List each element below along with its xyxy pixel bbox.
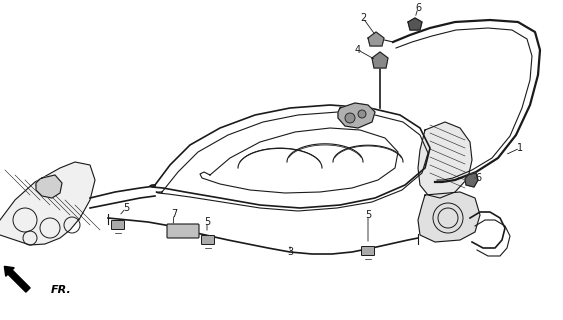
Text: 5: 5	[365, 210, 371, 220]
Text: 6: 6	[475, 173, 481, 183]
Polygon shape	[338, 103, 375, 128]
Text: 5: 5	[204, 217, 210, 227]
FancyBboxPatch shape	[111, 220, 124, 229]
Polygon shape	[465, 173, 478, 187]
Text: FR.: FR.	[51, 285, 72, 295]
Polygon shape	[0, 162, 95, 245]
Text: 3: 3	[287, 247, 293, 257]
Circle shape	[345, 113, 355, 123]
FancyBboxPatch shape	[167, 224, 199, 238]
FancyBboxPatch shape	[202, 236, 215, 244]
Polygon shape	[372, 52, 388, 68]
Polygon shape	[408, 18, 422, 30]
Polygon shape	[418, 122, 472, 198]
FancyBboxPatch shape	[361, 246, 374, 255]
Text: 5: 5	[123, 203, 129, 213]
Polygon shape	[418, 192, 480, 242]
FancyArrow shape	[5, 266, 30, 292]
Polygon shape	[36, 175, 62, 198]
Text: 4: 4	[355, 45, 361, 55]
Text: 6: 6	[415, 3, 421, 13]
Circle shape	[358, 110, 366, 118]
Text: 1: 1	[517, 143, 523, 153]
Text: 2: 2	[360, 13, 366, 23]
Polygon shape	[368, 32, 384, 46]
Text: 7: 7	[171, 209, 177, 219]
